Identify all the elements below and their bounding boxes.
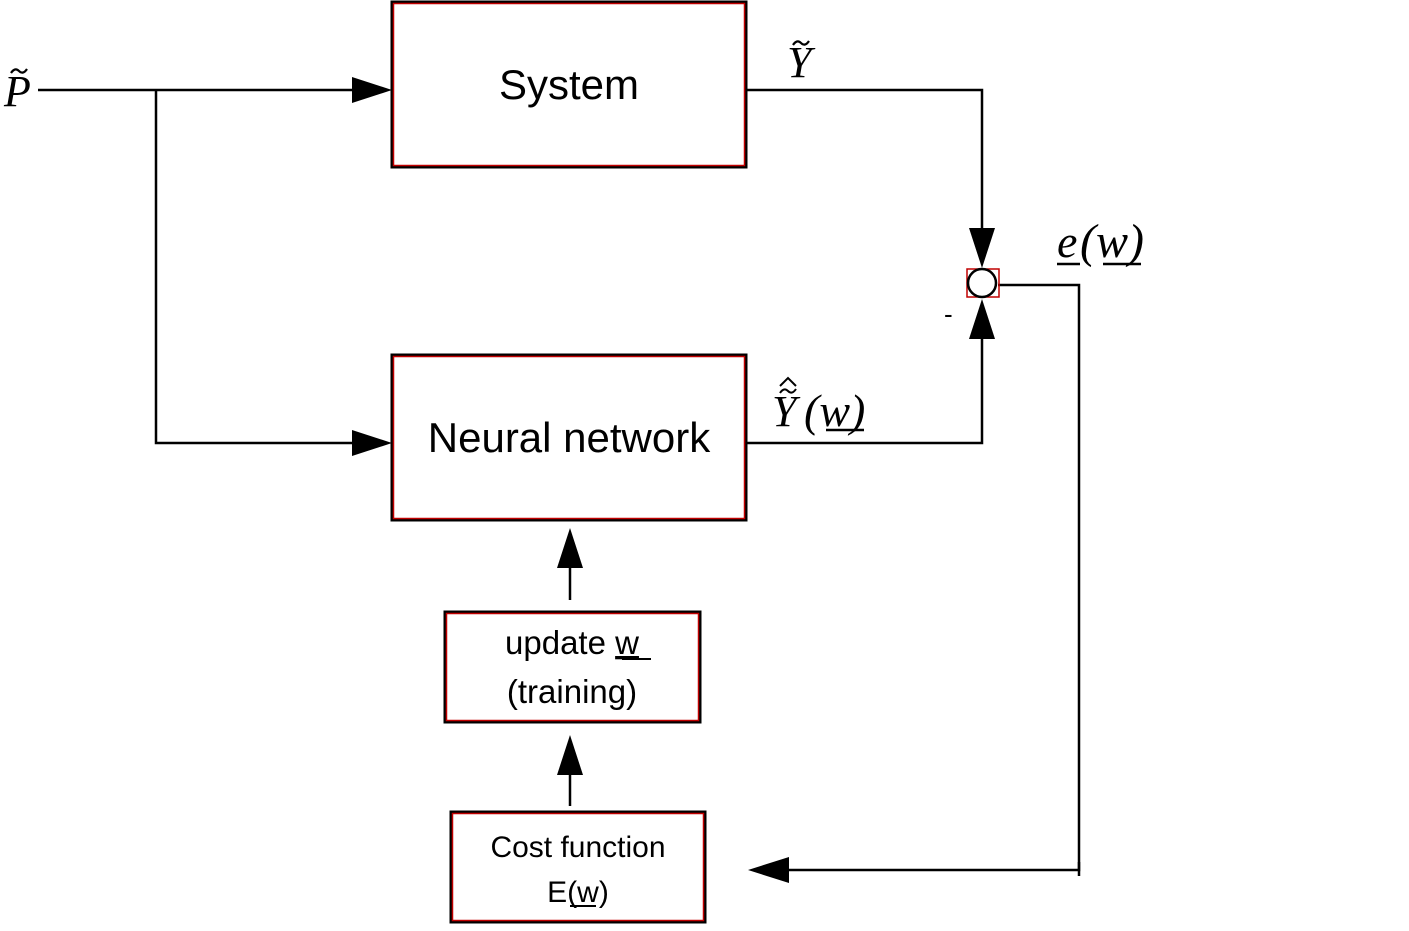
error-arg: (w) [1080, 215, 1144, 268]
summing-junction [966, 267, 998, 299]
error-signal-label: e (w) [1057, 215, 1144, 268]
neural-network-block: Neural network [390, 353, 748, 522]
arrow-into-system [352, 77, 392, 103]
nn-output-arg: (w) [804, 385, 865, 436]
cost-label-line1: Cost function [490, 831, 665, 864]
nn-output-tilde [779, 388, 797, 394]
nn-output-wire [746, 335, 984, 445]
system-output-y-text: Y [787, 38, 816, 87]
input-branch-wire [154, 90, 358, 445]
system-label: System [499, 61, 639, 108]
input-signal-label: P [3, 67, 31, 116]
system-output-tilde [792, 40, 810, 46]
update-label-line1: update w [505, 624, 639, 661]
minus-sign: - [944, 299, 953, 329]
error-e-text: e [1057, 216, 1077, 267]
nn-output-y-text: Y [772, 387, 801, 436]
arrow-into-junction-bottom [969, 299, 995, 339]
neural-network-label: Neural network [428, 414, 711, 461]
system-output-label: Y [787, 38, 816, 87]
input-p-tilde [10, 68, 28, 74]
update-weight-var: w [614, 624, 639, 661]
cost-weight-var: w [576, 876, 599, 909]
cost-function-block: Cost function E(w) [449, 810, 707, 924]
system-block: System [390, 0, 748, 169]
system-output-wire [746, 88, 984, 232]
arrow-into-nn [352, 430, 392, 456]
cost-label-line2: E(w) [547, 876, 609, 909]
nn-output-hat [779, 376, 797, 387]
arrow-into-nn-from-update [557, 528, 583, 568]
error-feedback-wire [785, 283, 1081, 872]
update-block: update w (training) [443, 610, 702, 724]
arrow-into-junction-top [969, 228, 995, 268]
arrow-into-cost-function [748, 857, 789, 883]
input-p-text: P [3, 67, 31, 116]
nn-output-label: Y (w) [772, 376, 865, 436]
update-label-line2: (training) [507, 673, 637, 710]
arrow-into-update-from-cost [557, 735, 583, 775]
